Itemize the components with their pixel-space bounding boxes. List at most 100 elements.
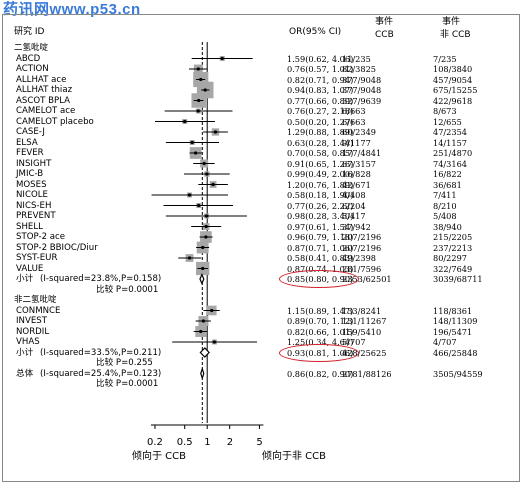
overall-heterogeneity: (I-squared=25.4%,P=0.123) (40, 368, 162, 379)
study-events-ccb: 207/2196 (342, 232, 382, 242)
overall-or-ci: 0.86(0.82, 0.90) (287, 368, 354, 379)
study-events-ccb: 131/11267 (342, 316, 387, 326)
study-events-nonccb: 7/235 (433, 53, 457, 64)
subtotal-events-nonccb: 3039/68711 (433, 274, 483, 284)
study-or-ci: 0.87(0.74, 1.03) (287, 263, 354, 274)
study-events-ccb: 207/2196 (342, 242, 382, 253)
study-or-ci: 0.70(0.58, 0.85) (287, 148, 354, 158)
study-label: FEVER (16, 148, 44, 158)
study-or-ci: 0.63(0.28, 1.44) (287, 137, 354, 148)
study-events-ccb: 67/3157 (342, 158, 377, 169)
study-point (187, 193, 192, 197)
study-point (210, 308, 214, 313)
x-tick-label: 0.2 (146, 437, 163, 448)
study-label: STOP-2 ace (16, 232, 66, 242)
study-label: SHELL (16, 221, 43, 232)
study-events-ccb: 177/4841 (342, 148, 382, 158)
study-label: NICS-EH (16, 200, 52, 211)
study-or-ci: 0.99(0.49, 2.00) (287, 169, 354, 179)
study-events-nonccb: 422/9618 (433, 95, 473, 106)
study-or-ci: 1.25(0.34, 4.64) (287, 337, 354, 347)
header-events-ccb-line2: CCB (375, 30, 394, 40)
study-events-ccb: 327/9639 (342, 95, 382, 106)
study-label: NICOLE (16, 190, 48, 200)
study-events-ccb: 9/1177 (342, 137, 371, 148)
study-events-nonccb: 215/2205 (433, 232, 473, 242)
study-point (199, 329, 203, 334)
study-or-ci: 0.50(0.20, 1.27) (287, 116, 354, 127)
study-or-ci: 0.77(0.26, 2.22) (287, 200, 354, 211)
study-events-ccb: 133/8241 (342, 305, 382, 316)
study-label: ASCOT BPLA (16, 95, 71, 106)
study-label: STOP-2 BBIOC/Diur (16, 242, 98, 253)
study-or-ci: 1.59(0.62, 4.06) (287, 53, 354, 64)
study-events-ccb: 4/408 (342, 190, 366, 200)
study-events-nonccb: 14/1157 (433, 137, 468, 148)
study-point (197, 203, 201, 208)
study-label: PREVENT (16, 211, 56, 221)
study-events-nonccb: 118/8361 (433, 305, 473, 316)
study-or-ci: 0.76(0.57, 1.01) (287, 64, 354, 74)
study-events-nonccb: 80/2297 (433, 253, 468, 263)
subtotal-events-ccb: 428/25625 (342, 347, 387, 358)
study-or-ci: 0.58(0.18, 1.90) (287, 190, 354, 200)
study-or-ci: 0.77(0.66, 0.89) (287, 95, 354, 106)
study-label: ELSA (16, 137, 38, 148)
study-or-ci: 0.58(0.41, 0.83) (287, 253, 354, 263)
study-or-ci: 1.20(0.76, 1.89) (287, 179, 354, 190)
study-label: ALLHAT ace (16, 74, 67, 85)
study-point (196, 67, 200, 71)
x-tick-label: 1 (204, 437, 211, 448)
study-label: ACTION (16, 64, 49, 74)
watermark: 药讯网www.p53.cn (3, 1, 141, 18)
figure-frame (2, 14, 520, 482)
highlight-ring (279, 343, 359, 362)
x-tick-label: 0.5 (176, 437, 193, 448)
study-events-ccb: 82/3825 (342, 64, 377, 74)
study-label: ABCD (16, 53, 41, 64)
study-label: NORDIL (16, 326, 50, 337)
study-events-ccb: 377/9048 (342, 85, 382, 95)
study-or-ci: 0.97(0.61, 1.54) (287, 221, 354, 232)
study-point (199, 77, 203, 82)
study-point (212, 340, 217, 344)
study-point (204, 224, 208, 229)
study-or-ci: 0.91(0.65, 1.26) (287, 158, 354, 169)
study-events-nonccb: 38/940 (433, 221, 462, 232)
subtotal-diamond (199, 272, 205, 286)
study-or-ci: 0.82(0.66, 1.01) (287, 326, 354, 337)
study-events-nonccb: 251/4870 (433, 148, 473, 158)
overall-diamond (200, 367, 205, 380)
study-events-nonccb: 196/5471 (433, 326, 473, 337)
study-label: VALUE (16, 263, 44, 274)
study-label: INSIGHT (16, 158, 52, 169)
subtotal-events-ccb: 2353/62501 (342, 274, 392, 284)
study-label: SYST-EUR (16, 253, 58, 263)
study-label: INVEST (16, 316, 47, 326)
axis-left-label: 倾向于 CCB (132, 451, 187, 462)
study-events-ccb: 6/663 (342, 106, 366, 116)
x-tick-label: 5 (256, 437, 263, 448)
study-events-ccb: 159/5410 (342, 326, 382, 337)
study-point (201, 266, 205, 271)
study-or-ci: 0.89(0.70, 1.12) (287, 316, 354, 326)
study-or-ci: 0.98(0.28, 3.40) (287, 211, 354, 221)
overall-label: 总体 (16, 368, 34, 379)
study-label: CAMELOT placebo (16, 116, 94, 127)
study-or-ci: 0.94(0.83, 1.07) (287, 85, 354, 95)
group-title: 非二氢吡啶 (14, 295, 57, 305)
study-events-nonccb: 457/9054 (433, 74, 473, 85)
study-events-ccb: 49/2398 (342, 253, 377, 263)
study-events-nonccb: 148/11309 (433, 316, 478, 326)
group-compare-pvalue: 比较 P=0.0001 (96, 284, 159, 295)
study-point (197, 98, 201, 103)
overall-compare-pvalue: 比较 P=0.0001 (96, 379, 159, 389)
study-label: JMIC-B (16, 169, 44, 179)
study-events-nonccb: 7/411 (433, 190, 457, 200)
study-or-ci: 0.82(0.71, 0.94) (287, 74, 354, 85)
study-events-nonccb: 36/681 (433, 179, 462, 190)
study-point (202, 161, 206, 166)
subtotal-label: 小计 (16, 347, 34, 358)
study-label: MOSES (16, 179, 47, 190)
